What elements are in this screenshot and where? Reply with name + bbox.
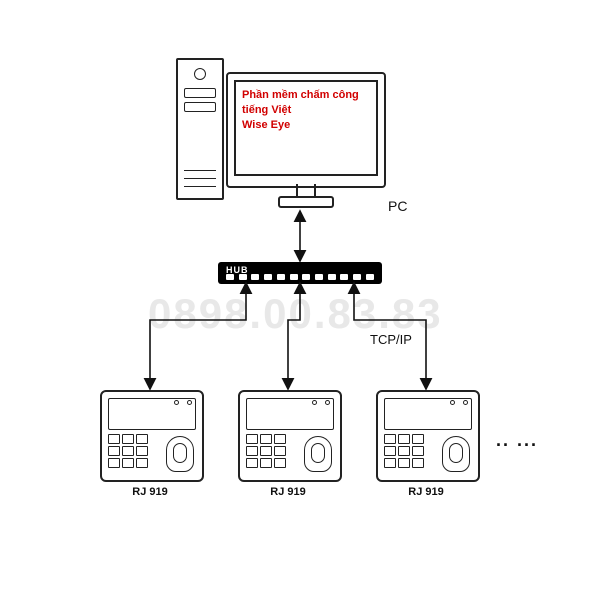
device-2-label: RJ 919: [238, 486, 338, 498]
pc-label: PC: [388, 198, 407, 214]
watermark-text: 0898.00.83.83: [148, 290, 443, 338]
hub-ports: [226, 274, 374, 282]
ellipsis: .. ...: [496, 430, 538, 451]
network-hub: HUB: [218, 262, 382, 284]
pc-tower: [176, 58, 224, 200]
device-3: [376, 390, 480, 482]
diagram-root: 0898.00.83.83 Phần mềm chấm công tiếng V…: [0, 0, 600, 600]
device-3-label: RJ 919: [376, 486, 476, 498]
monitor-stand: [296, 184, 316, 196]
screen-line-1: Phần mềm chấm công: [242, 89, 359, 101]
screen-line-3: Wise Eye: [242, 119, 290, 131]
device-2: [238, 390, 342, 482]
device-1: [100, 390, 204, 482]
pc-screen: Phần mềm chấm công tiếng Việt Wise Eye: [234, 80, 378, 176]
screen-line-2: tiếng Việt: [242, 104, 291, 116]
device-1-label: RJ 919: [100, 486, 200, 498]
monitor-base: [278, 196, 334, 208]
protocol-label: TCP/IP: [370, 332, 412, 347]
